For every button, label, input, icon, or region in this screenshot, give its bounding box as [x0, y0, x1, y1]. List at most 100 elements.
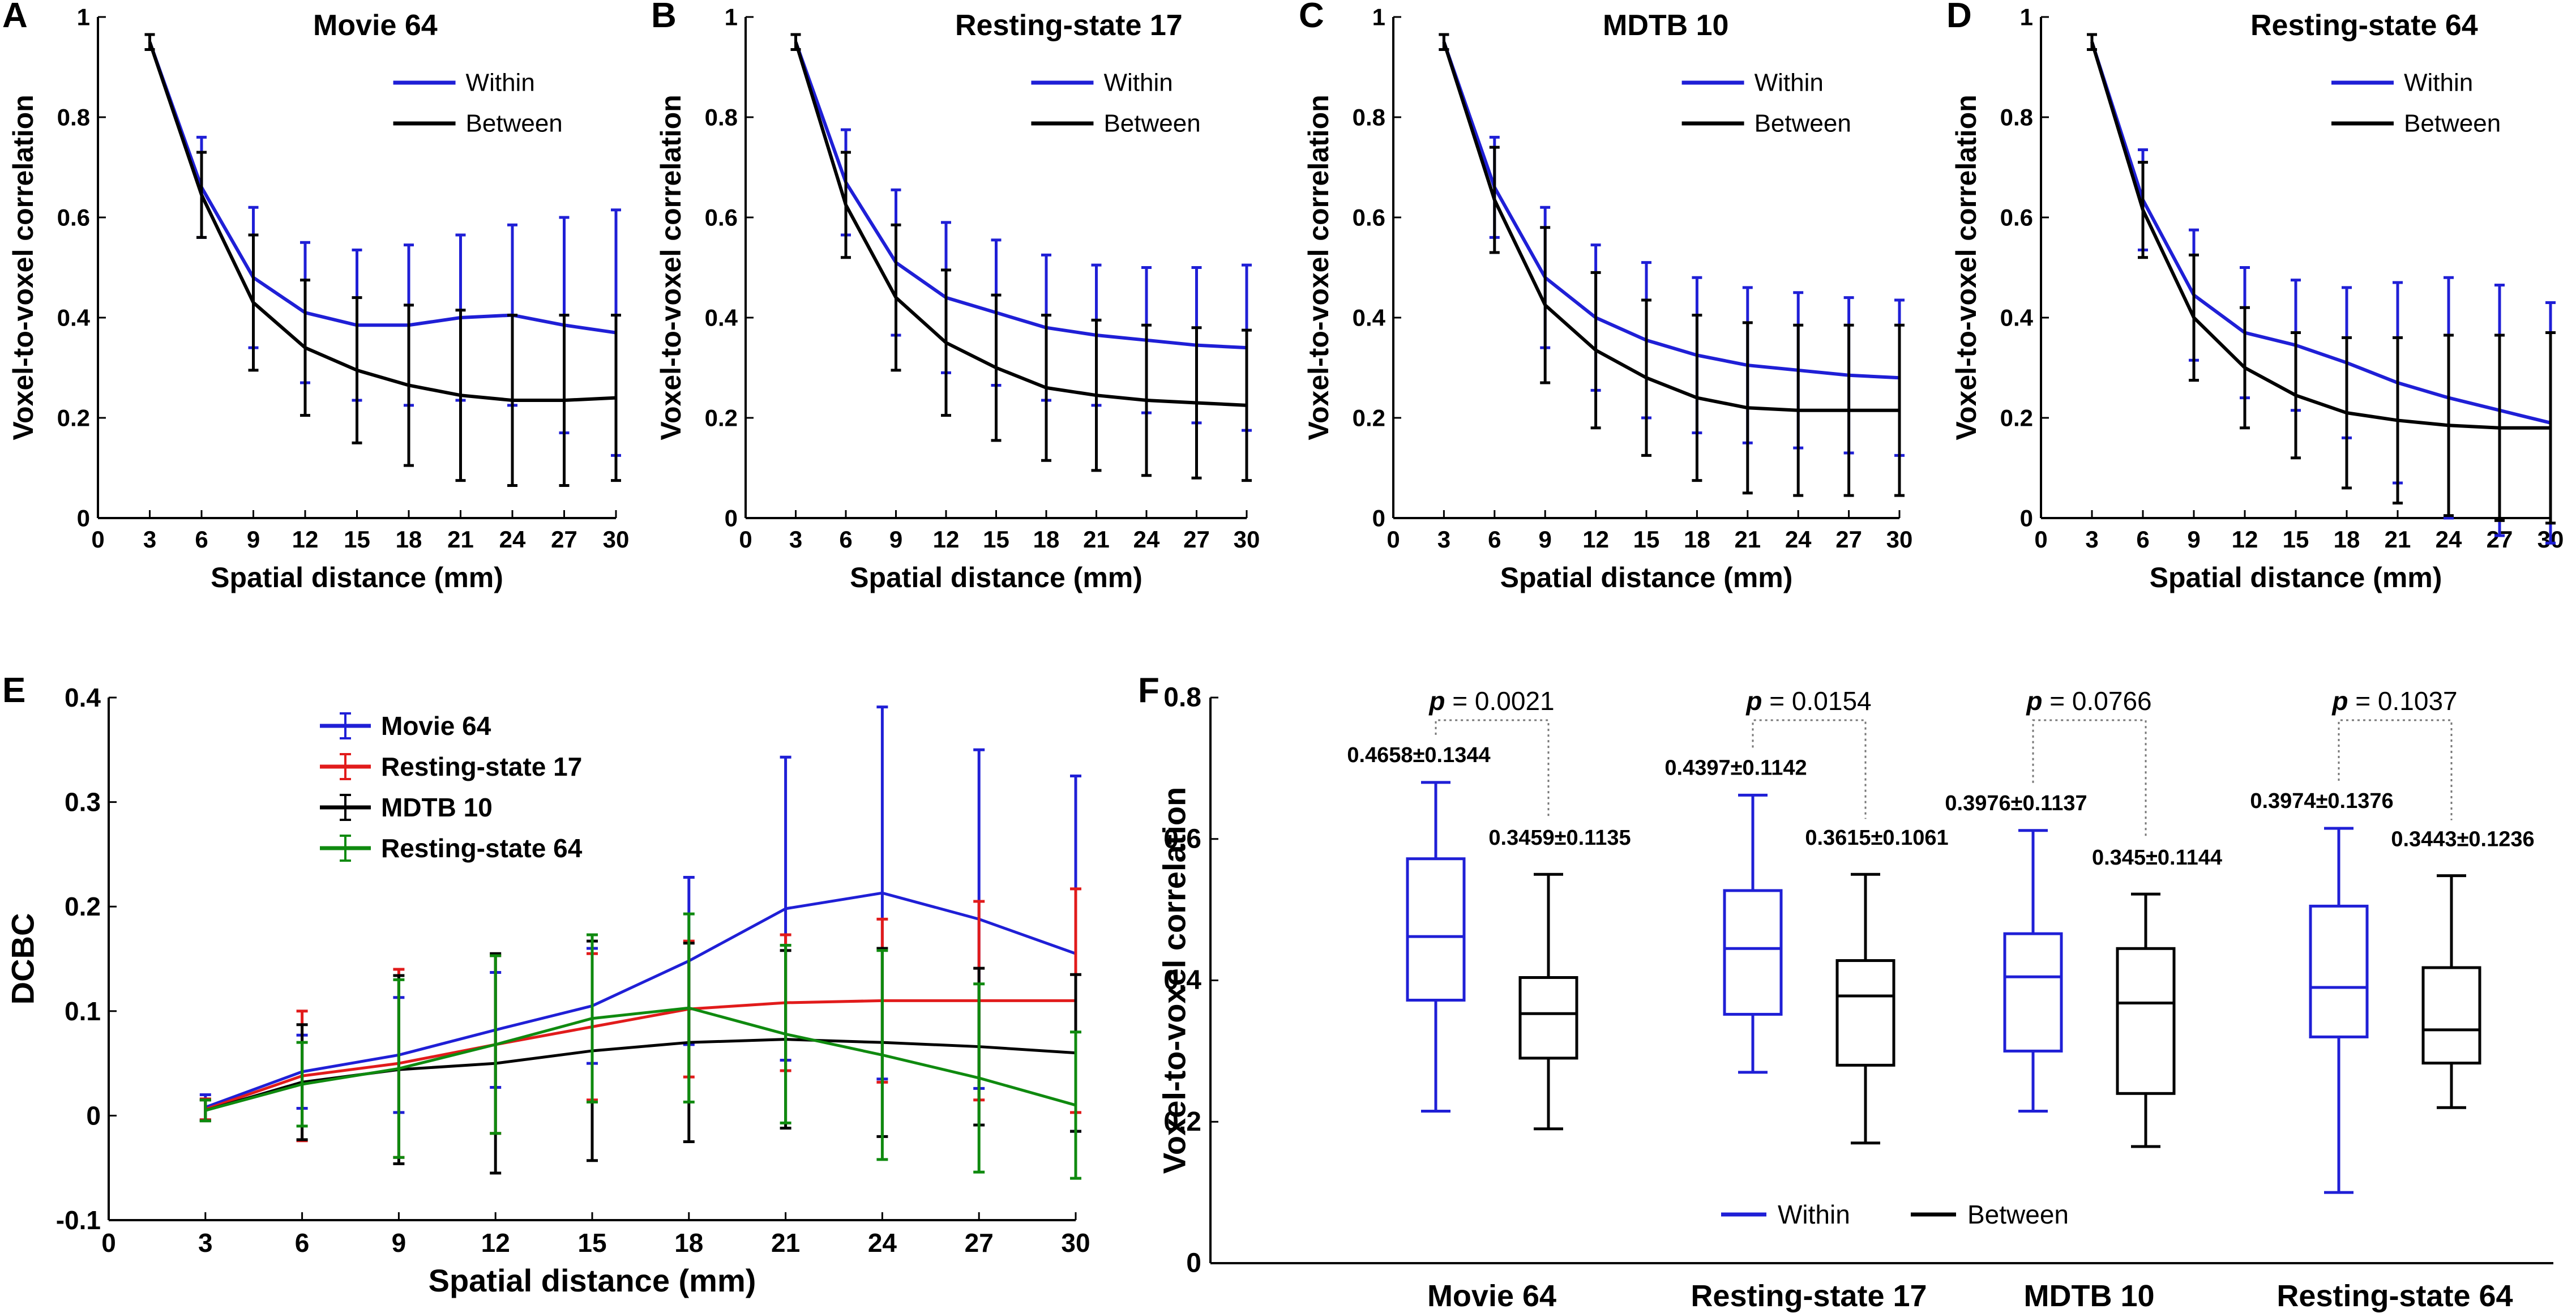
legend-label: Resting-state 17 — [381, 752, 582, 781]
x-tick-label: 12 — [2232, 526, 2258, 553]
within-box — [2309, 827, 2369, 1194]
series-between — [1439, 33, 1905, 497]
y-tick-label: 0.8 — [705, 104, 738, 131]
data-line — [2090, 41, 2551, 430]
between-box — [1835, 873, 1895, 1145]
between-mean-label: 0.3459±0.1135 — [1488, 826, 1631, 850]
series-mdtb-10 — [199, 939, 1081, 1175]
within-mean-label: 0.3974±0.1376 — [2250, 789, 2393, 813]
x-tick-label: 24 — [1133, 526, 1160, 553]
data-line — [205, 1006, 1076, 1112]
p-value-label: p = 0.1037 — [2331, 686, 2457, 716]
p-value-label: p = 0.0154 — [1745, 686, 1871, 716]
x-tick-label: 18 — [396, 526, 422, 553]
panel-letter-b: B — [651, 0, 677, 35]
x-tick-label: 6 — [295, 1228, 310, 1258]
y-tick-label: 0.6 — [1163, 824, 1201, 854]
y-tick-label: 1 — [77, 4, 90, 31]
box-group-resting-state-64: 0.3974±0.1376 0.3443±0.1236 p = 0.1037 Rest… — [2250, 686, 2534, 1313]
x-tick-label: 15 — [344, 526, 370, 553]
y-tick-label: 0.2 — [2000, 405, 2033, 431]
y-tick-label: 0.4 — [1353, 305, 1386, 331]
group-label: Movie 64 — [1427, 1279, 1556, 1313]
legend: Within Between — [1721, 1200, 2069, 1229]
y-tick-label: 0.2 — [1163, 1107, 1201, 1137]
panel-d: 00.20.40.60.810 3 6 9 12 15 18 21 24 27 30Spatial … — [1950, 4, 2564, 594]
y-axis-label: Voxel-to-voxel correlation — [655, 95, 687, 440]
y-tick-label: 0 — [1186, 1248, 1201, 1278]
x-tick-label: 12 — [292, 526, 319, 553]
data-line — [794, 41, 1247, 407]
box-iqr — [1406, 857, 1466, 1002]
x-tick-label: 6 — [195, 526, 208, 553]
x-tick-label: 18 — [674, 1228, 703, 1258]
panel-letter-a: A — [2, 0, 28, 35]
y-tick-label: 0 — [2020, 505, 2033, 532]
x-axis-label: Spatial distance (mm) — [211, 562, 503, 593]
x-tick-label: 9 — [247, 526, 260, 553]
within-box — [2003, 829, 2063, 1113]
x-tick-label: 24 — [1785, 526, 1812, 553]
p-value-label: p = 0.0021 — [1428, 686, 1554, 716]
within-mean-label: 0.4397±0.1142 — [1664, 756, 1807, 780]
x-tick-label: 21 — [1734, 526, 1761, 553]
y-tick-label: 0 — [86, 1101, 101, 1130]
panel-b: 0 0.2 0.4 0.6 0.8 1 0 3 6 9 12 15 18 21 24 27 30 Spatial … — [655, 4, 1260, 594]
x-axis-label: Spatial distance (mm) — [429, 1263, 756, 1298]
y-tick-label: 0.4 — [705, 305, 738, 331]
series-resting-state-17 — [199, 887, 1081, 1159]
x-tick-label: 21 — [447, 526, 474, 553]
legend: Within Between — [1031, 69, 1201, 138]
panel-letter-c: C — [1299, 0, 1324, 35]
within-box — [1406, 781, 1466, 1113]
x-tick-label: 9 — [2187, 526, 2200, 553]
y-tick-label: 0.6 — [1353, 204, 1385, 231]
series-resting-state-64 — [199, 912, 1081, 1180]
y-tick-label: 1 — [2020, 4, 2033, 31]
panel-f: 0 0.2 0.4 0.6 0.8 Voxel-to-voxel correlation 0… — [1157, 683, 2553, 1313]
box-iqr — [2421, 966, 2481, 1065]
legend-label: Within — [1755, 69, 1824, 97]
panel-letter-f: F — [1138, 671, 1159, 710]
legend: Within Between — [1681, 69, 1851, 138]
between-box — [2421, 874, 2481, 1109]
panel-a: 0 0.2 0.4 0.6 0.8 1 0 3 6 9 12 15 18 21 24 27 30 Spatial … — [7, 4, 629, 594]
y-tick-label: 0.2 — [1353, 405, 1385, 431]
x-tick-label: 27 — [1835, 526, 1862, 553]
x-tick-label: 27 — [551, 526, 577, 553]
y-tick-label: 0.6 — [2000, 204, 2033, 231]
x-tick-label: 15 — [983, 526, 1009, 553]
y-tick-label: 0.1 — [65, 996, 101, 1026]
x-tick-label: 24 — [868, 1228, 897, 1258]
x-tick-label: 21 — [2385, 526, 2411, 553]
y-tick-label: 1 — [1372, 4, 1385, 31]
x-tick-label: 21 — [771, 1228, 800, 1258]
x-tick-label: 0 — [101, 1228, 116, 1258]
y-tick-label: 0.4 — [2000, 305, 2034, 331]
between-box — [2116, 892, 2176, 1148]
panel-letter-e: E — [2, 671, 25, 710]
y-tick-label: 0.6 — [57, 204, 90, 231]
series-within — [144, 33, 621, 457]
y-tick-label: 0.2 — [57, 405, 90, 431]
box-iqr — [2003, 932, 2063, 1053]
x-tick-label: 6 — [2136, 526, 2149, 553]
x-tick-label: 12 — [1582, 526, 1609, 553]
x-tick-label: 15 — [577, 1228, 606, 1258]
box-group-movie-64: 0.4658±0.1344 0.3459±0.1135 p = 0.0021 Movi… — [1347, 686, 1631, 1313]
data-line — [1442, 41, 1899, 412]
x-tick-label: 12 — [481, 1228, 510, 1258]
legend-label: Between — [1103, 110, 1200, 138]
legend-label: Between — [1755, 110, 1851, 138]
y-tick-label: 0.4 — [57, 305, 91, 331]
x-tick-label: 12 — [933, 526, 960, 553]
x-tick-label: 3 — [1437, 526, 1450, 553]
data-line — [204, 999, 1076, 1111]
box-iqr — [1835, 959, 1895, 1067]
significance-bracket — [1435, 719, 1550, 819]
box-group-mdtb-10: 0.3976±0.1137 0.345±0.1144 p = 0.0766 MDTB … — [1945, 686, 2222, 1313]
x-tick-label: 3 — [789, 526, 802, 553]
box-iqr — [1518, 976, 1578, 1060]
x-axis-label: Spatial distance (mm) — [850, 562, 1142, 593]
panel-c: 0 0.2 0.4 0.6 0.8 1 0 3 6 9 12 15 18 21 24 27 30 Spatial … — [1303, 4, 1912, 594]
